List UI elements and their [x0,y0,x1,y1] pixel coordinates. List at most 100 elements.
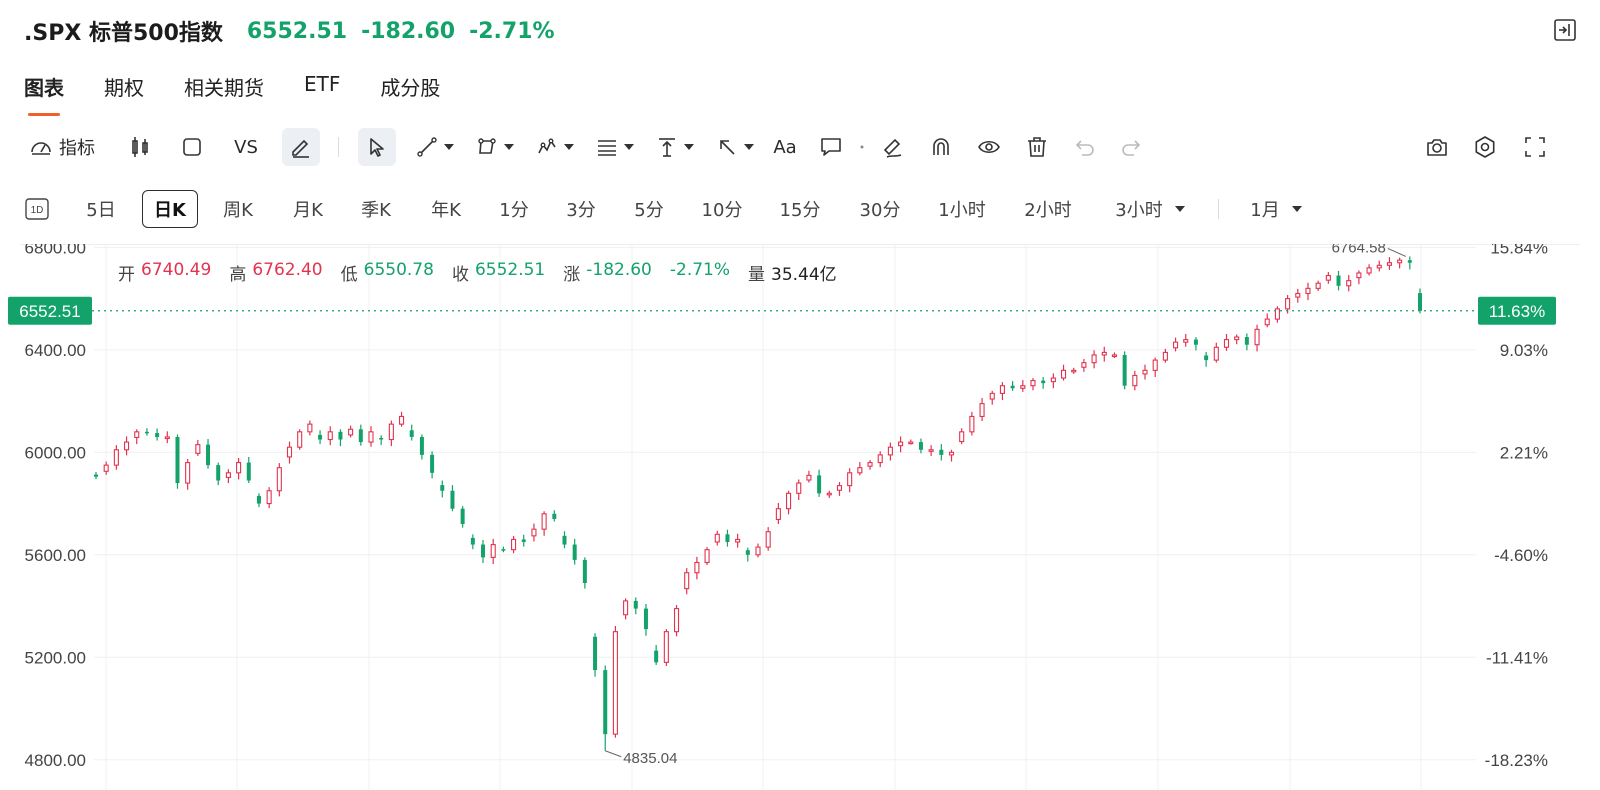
candle-body [1010,385,1015,389]
brush-tool-button[interactable] [876,128,910,166]
tab-related-futures[interactable]: 相关期货 [184,72,264,112]
candle-body [989,392,995,400]
gear-icon [1475,136,1495,158]
screenshot-button[interactable] [1420,128,1454,166]
period-yearly[interactable]: 年K [422,190,470,228]
last-percent-tag-label: 11.63% [1489,302,1545,321]
range-dropdown[interactable]: 1月 [1240,190,1312,228]
candle-body [1091,354,1097,364]
period-label: 1小时 [938,200,986,221]
tab-options[interactable]: 期权 [104,72,144,112]
candle-body [939,449,944,455]
candle-body [1173,341,1179,349]
volume-label: 量 [748,265,766,285]
cursor-tool-button[interactable] [358,128,396,166]
redo-button[interactable] [1114,128,1148,166]
tab-label: 图表 [24,76,64,100]
period-10min[interactable]: 10分 [694,190,750,228]
comment-tool-button[interactable] [814,128,848,166]
period-5min[interactable]: 5分 [626,190,672,228]
candle-body [684,572,690,590]
period-monthly[interactable]: 月K [284,190,332,228]
candle-type-button[interactable] [124,128,156,166]
candle-body [755,546,761,556]
period-quarterly[interactable]: 季K [352,190,400,228]
collapse-panel-icon[interactable] [1554,19,1576,41]
pattern-tool-button[interactable] [532,128,578,166]
change-label: 涨 [563,265,581,285]
right-percent-tick-label: 9.03% [1500,341,1548,360]
right-percent-tick-label: 15.84% [1490,244,1548,257]
y-tick-label: 6000.00 [25,443,86,462]
settings-button[interactable] [1468,128,1502,166]
measure-tool-button[interactable] [652,128,698,166]
period-label: 3分 [566,200,596,221]
text-tool-button[interactable]: Aa [768,128,802,166]
candlestick-icon [132,137,148,157]
candle-body [898,441,904,447]
candle-body [1081,362,1087,368]
candle-body [826,492,832,496]
candle-body [1356,272,1362,279]
tab-etf[interactable]: ETF [304,72,340,112]
candle-body [440,485,445,491]
period-5d[interactable]: 5日 [78,190,124,228]
candle-body [1295,292,1301,298]
candle-body [1132,374,1138,387]
period-2h[interactable]: 2小时 [1016,190,1080,228]
shape-tool-button[interactable] [472,128,518,166]
low-value: 6550.78 [363,260,434,280]
period-more-dropdown[interactable]: 3小时 [1102,190,1198,228]
compare-button[interactable]: VS [226,128,266,166]
candle-body [460,508,465,525]
period-15min[interactable]: 15分 [772,190,828,228]
candle-body [582,559,587,583]
period-settings-button[interactable]: 1D [22,190,52,228]
candle-body [1254,328,1260,346]
period-3min[interactable]: 3分 [558,190,604,228]
period-1h[interactable]: 1小时 [930,190,994,228]
tab-constituents[interactable]: 成分股 [380,72,440,112]
close-label: 收 [451,265,469,285]
draw-tool-button[interactable] [282,128,320,166]
candle-body [593,636,598,671]
period-weekly[interactable]: 周K [214,190,262,228]
fibonacci-tool-button[interactable] [592,128,638,166]
arrow-tool-button[interactable] [712,128,758,166]
brush-icon [883,138,902,158]
candle-body [1346,280,1352,287]
candle-body [725,534,730,542]
period-label: 季K [361,200,391,221]
candle-body [1264,318,1270,326]
candle-body [246,462,251,481]
candle-body [1325,275,1331,281]
period-1min[interactable]: 1分 [492,190,536,228]
chevron-down-icon [1291,206,1302,212]
magnet-tool-button[interactable] [924,128,958,166]
change-value: -182.60 [586,260,652,280]
candlestick-chart[interactable]: 6800.00 15.84% 6400.00 9.03% 6000.00 2.21% 560… [0,244,1600,790]
candle-body [1366,267,1372,274]
candle-body [388,423,394,441]
period-daily[interactable]: 日K [142,190,198,228]
shape-tool-icon [478,138,496,154]
toolbar-divider [338,137,339,157]
close-value: 6552.51 [474,260,546,280]
candle-body [256,495,261,504]
candle-body [348,428,354,436]
compare-label: VS [234,136,258,158]
candle-body [419,436,424,455]
visibility-toggle-button[interactable] [972,128,1006,166]
period-divider [1218,199,1219,219]
period-30min[interactable]: 30分 [852,190,908,228]
candle-body [867,462,873,467]
high-label: 高 [229,265,247,285]
delete-drawings-button[interactable] [1020,128,1054,166]
line-tool-button[interactable] [412,128,458,166]
layout-button[interactable] [176,128,208,166]
undo-button[interactable] [1068,128,1102,166]
candle-body [409,430,414,437]
fullscreen-button[interactable] [1518,128,1552,166]
indicators-button[interactable]: 指标 [22,128,102,166]
tab-chart[interactable]: 图表 [24,72,64,116]
